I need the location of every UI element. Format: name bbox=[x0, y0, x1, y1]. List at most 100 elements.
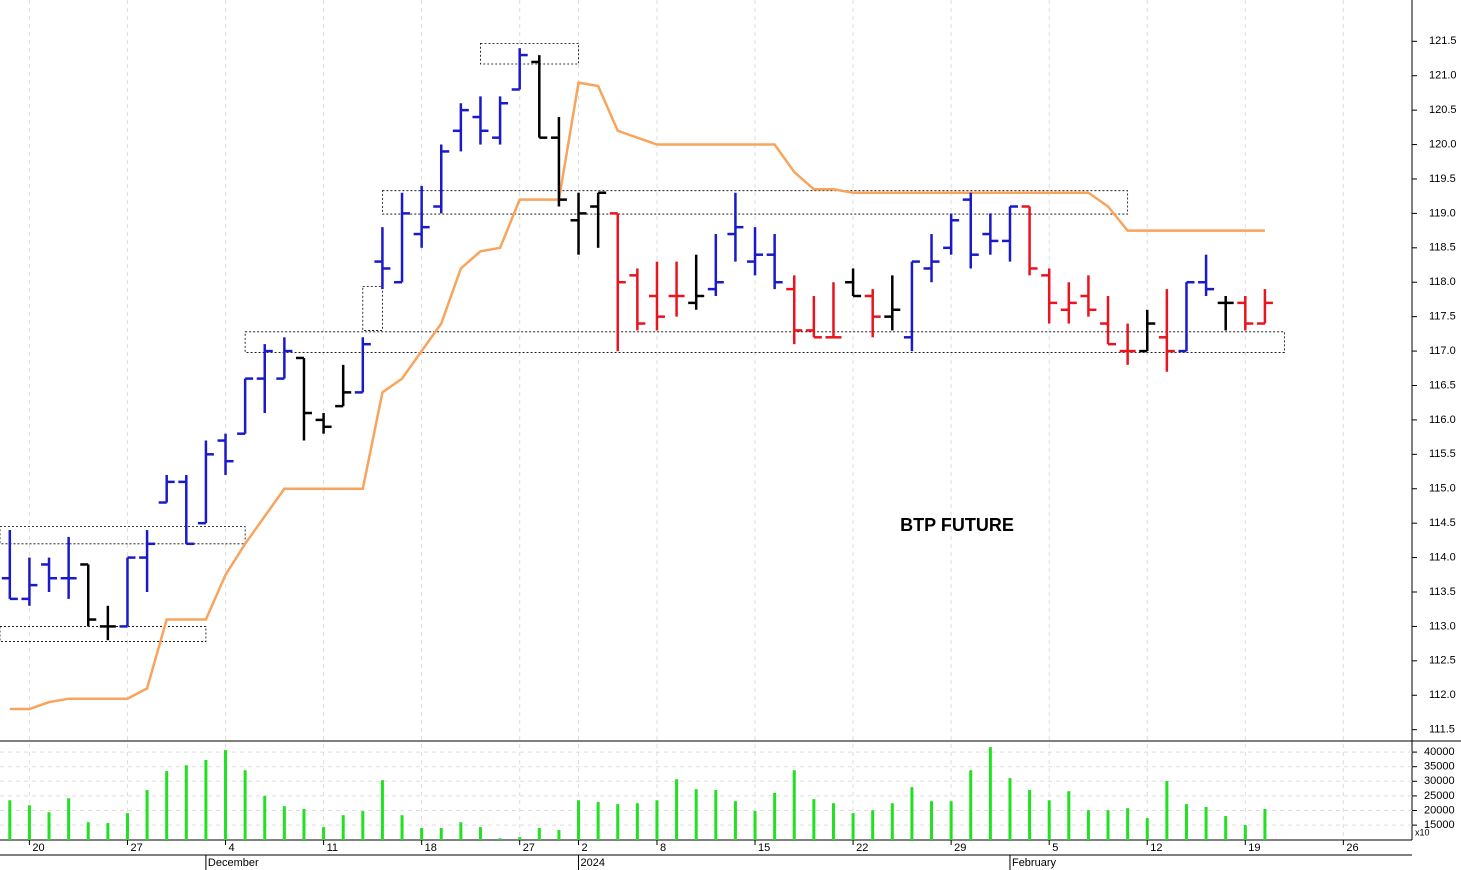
volume-multiplier: x10 bbox=[1415, 827, 1430, 837]
volume-bar bbox=[1145, 818, 1149, 840]
y-tick-label: 119.0 bbox=[1429, 207, 1456, 219]
volume-bar bbox=[616, 804, 620, 840]
volume-bar bbox=[910, 787, 914, 840]
y-tick-label: 116.0 bbox=[1429, 414, 1456, 426]
y-tick-label: 119.5 bbox=[1429, 173, 1456, 185]
y-tick-label: 115.5 bbox=[1429, 448, 1456, 460]
volume-bar bbox=[890, 803, 894, 840]
y-tick-label: 20000 bbox=[1424, 804, 1455, 816]
volume-bar bbox=[753, 811, 757, 840]
volume-bar bbox=[400, 815, 404, 840]
x-tick-label: 27 bbox=[523, 842, 535, 854]
volume-bar bbox=[1086, 810, 1090, 840]
x-tick-label: 5 bbox=[1052, 842, 1058, 854]
volume-bar bbox=[341, 815, 345, 840]
y-tick-label: 25000 bbox=[1424, 790, 1455, 802]
y-tick-label: 113.5 bbox=[1429, 586, 1456, 598]
volume-bar bbox=[165, 771, 169, 840]
x-tick-label: 22 bbox=[856, 842, 868, 854]
volume-bar bbox=[969, 770, 973, 840]
y-tick-label: 117.0 bbox=[1429, 345, 1456, 357]
zone bbox=[362, 285, 383, 331]
volume-bar bbox=[1028, 790, 1032, 840]
volume-bar bbox=[361, 811, 365, 840]
y-tick-label: 114.5 bbox=[1429, 517, 1456, 529]
x-tick-label: 19 bbox=[1248, 842, 1260, 854]
volume-bar bbox=[498, 838, 502, 840]
y-tick-label: 117.5 bbox=[1429, 311, 1456, 323]
x-tick-label: 12 bbox=[1150, 842, 1162, 854]
volume-bar bbox=[930, 801, 934, 840]
volume-bar bbox=[812, 799, 816, 840]
y-tick-label: 118.5 bbox=[1429, 242, 1456, 254]
volume-bar bbox=[596, 802, 600, 840]
y-tick-label: 114.0 bbox=[1429, 551, 1456, 563]
y-tick-label: 35000 bbox=[1424, 761, 1455, 773]
y-tick-label: 115.0 bbox=[1429, 483, 1456, 495]
x-tick-label: 11 bbox=[327, 842, 338, 854]
volume-bar bbox=[27, 805, 31, 840]
y-tick-label: 116.5 bbox=[1429, 379, 1456, 391]
x-tick-label: 15 bbox=[758, 842, 770, 854]
volume-bar bbox=[851, 813, 855, 840]
volume-bar bbox=[106, 823, 110, 840]
volume-bar bbox=[714, 790, 718, 840]
volume-bar bbox=[988, 747, 992, 840]
volume-bar bbox=[282, 806, 286, 840]
volume-bar bbox=[577, 800, 581, 840]
y-tick-label: 113.0 bbox=[1429, 620, 1456, 632]
volume-bar bbox=[125, 813, 129, 840]
volume-bar bbox=[302, 809, 306, 840]
volume-bar bbox=[675, 779, 679, 840]
volume-bar bbox=[1243, 825, 1247, 840]
y-tick-label: 112.0 bbox=[1429, 689, 1456, 701]
volume-bar bbox=[773, 792, 777, 840]
volume-bar bbox=[1067, 791, 1071, 840]
volume-bar bbox=[1224, 816, 1228, 840]
y-tick-label: 15000 bbox=[1424, 819, 1455, 831]
chart-title: BTP FUTURE bbox=[900, 515, 1014, 535]
volume-bar bbox=[655, 800, 659, 840]
y-tick-label: 121.5 bbox=[1429, 35, 1457, 47]
overlay-line bbox=[9, 81, 1265, 711]
y-tick-label: 121.0 bbox=[1429, 70, 1457, 82]
volume-bar bbox=[243, 770, 247, 840]
x-tick-label: 2 bbox=[582, 842, 588, 854]
y-tick-label: 30000 bbox=[1424, 775, 1455, 787]
volume-bar bbox=[322, 827, 326, 840]
volume-bar bbox=[459, 822, 463, 840]
volume-bar bbox=[145, 790, 149, 840]
volume-bar bbox=[1184, 804, 1188, 840]
x-tick-label: 27 bbox=[130, 842, 142, 854]
zone bbox=[480, 42, 579, 65]
volume-bar bbox=[537, 828, 541, 840]
volume-bar bbox=[67, 798, 71, 840]
volume-bar bbox=[8, 800, 12, 840]
x-tick-label: 29 bbox=[954, 842, 966, 854]
y-tick-label: 40000 bbox=[1424, 746, 1455, 758]
volume-bar bbox=[635, 803, 639, 840]
y-tick-label: 111.5 bbox=[1429, 724, 1455, 736]
volume-bar bbox=[1008, 778, 1012, 840]
zone bbox=[0, 626, 207, 642]
volume-bar bbox=[871, 810, 875, 840]
volume-bar bbox=[1106, 810, 1110, 840]
x-tick-label: 4 bbox=[229, 842, 235, 854]
volume-bar bbox=[224, 750, 228, 840]
volume-bar bbox=[263, 795, 267, 840]
zone bbox=[0, 526, 246, 545]
volume-bar bbox=[86, 822, 90, 840]
volume-bar bbox=[1263, 809, 1267, 840]
volume-bar bbox=[478, 827, 482, 840]
volume-bar bbox=[949, 801, 953, 840]
zone bbox=[382, 190, 1129, 215]
x-tick-label: 20 bbox=[32, 842, 44, 854]
volume-bar bbox=[518, 837, 522, 840]
volume-bar bbox=[557, 830, 561, 840]
x-tick-label: 18 bbox=[425, 842, 437, 854]
zone bbox=[244, 331, 1285, 353]
x-tick-label: 8 bbox=[660, 842, 666, 854]
volume-bar bbox=[694, 789, 698, 840]
volume-bar bbox=[1047, 800, 1051, 840]
